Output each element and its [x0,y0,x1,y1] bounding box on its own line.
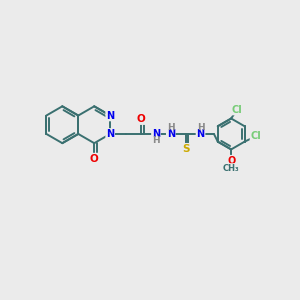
Text: N: N [167,129,175,139]
Text: N: N [196,129,205,139]
Text: H: H [152,136,160,145]
Text: N: N [106,110,114,121]
Text: CH₃: CH₃ [223,164,239,172]
Text: H: H [167,123,175,132]
Text: O: O [227,156,235,166]
Text: S: S [182,144,189,154]
Text: H: H [197,123,204,132]
Text: O: O [90,154,99,164]
Text: O: O [137,114,146,124]
Text: N: N [152,129,160,139]
Text: N: N [106,129,114,139]
Text: Cl: Cl [250,131,261,141]
Text: Cl: Cl [232,105,242,115]
